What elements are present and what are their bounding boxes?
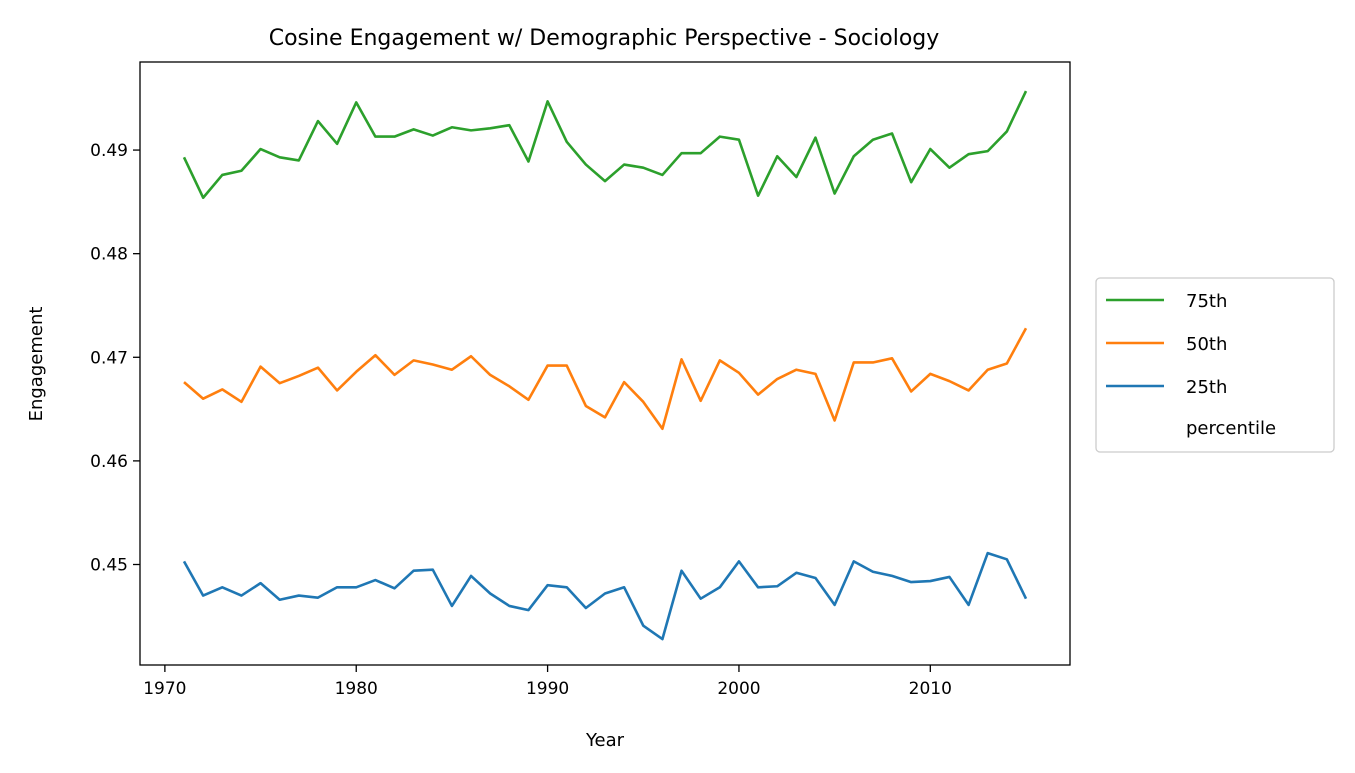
y-tick-label: 0.48: [90, 245, 128, 265]
legend-label-50th: 50th: [1186, 334, 1227, 355]
series-lines: [182, 90, 1028, 641]
chart-title: Cosine Engagement w/ Demographic Perspec…: [269, 26, 940, 51]
series-line-50th: [183, 327, 1028, 431]
series-line-25th: [182, 551, 1028, 641]
series-line-75th: [182, 90, 1028, 200]
x-tick-label: 2010: [909, 679, 952, 699]
legend-label-25th: 25th: [1186, 377, 1227, 398]
plot-frame: [139, 61, 1071, 666]
plot-area: [139, 61, 1071, 666]
legend: 75th 50th 25th percentile: [1095, 277, 1335, 453]
x-axis: 1970 1980 1990 2000 2010: [143, 665, 952, 699]
x-axis-label: Year: [585, 730, 625, 751]
y-axis-label: Engagement: [26, 307, 47, 422]
x-tick-label: 2000: [717, 679, 760, 699]
y-tick-label: 0.47: [90, 348, 128, 368]
x-tick-label: 1970: [143, 679, 186, 699]
x-tick-label: 1980: [335, 679, 378, 699]
x-tick-label: 1990: [526, 679, 569, 699]
y-axis: 0.45 0.46 0.47 0.48 0.49: [90, 141, 140, 576]
y-tick-label: 0.49: [90, 141, 128, 161]
legend-label-75th: 75th: [1186, 291, 1227, 312]
legend-title: percentile: [1186, 418, 1276, 439]
y-tick-label: 0.45: [90, 556, 128, 576]
legend-box: [1095, 277, 1335, 453]
y-tick-label: 0.46: [90, 452, 128, 472]
